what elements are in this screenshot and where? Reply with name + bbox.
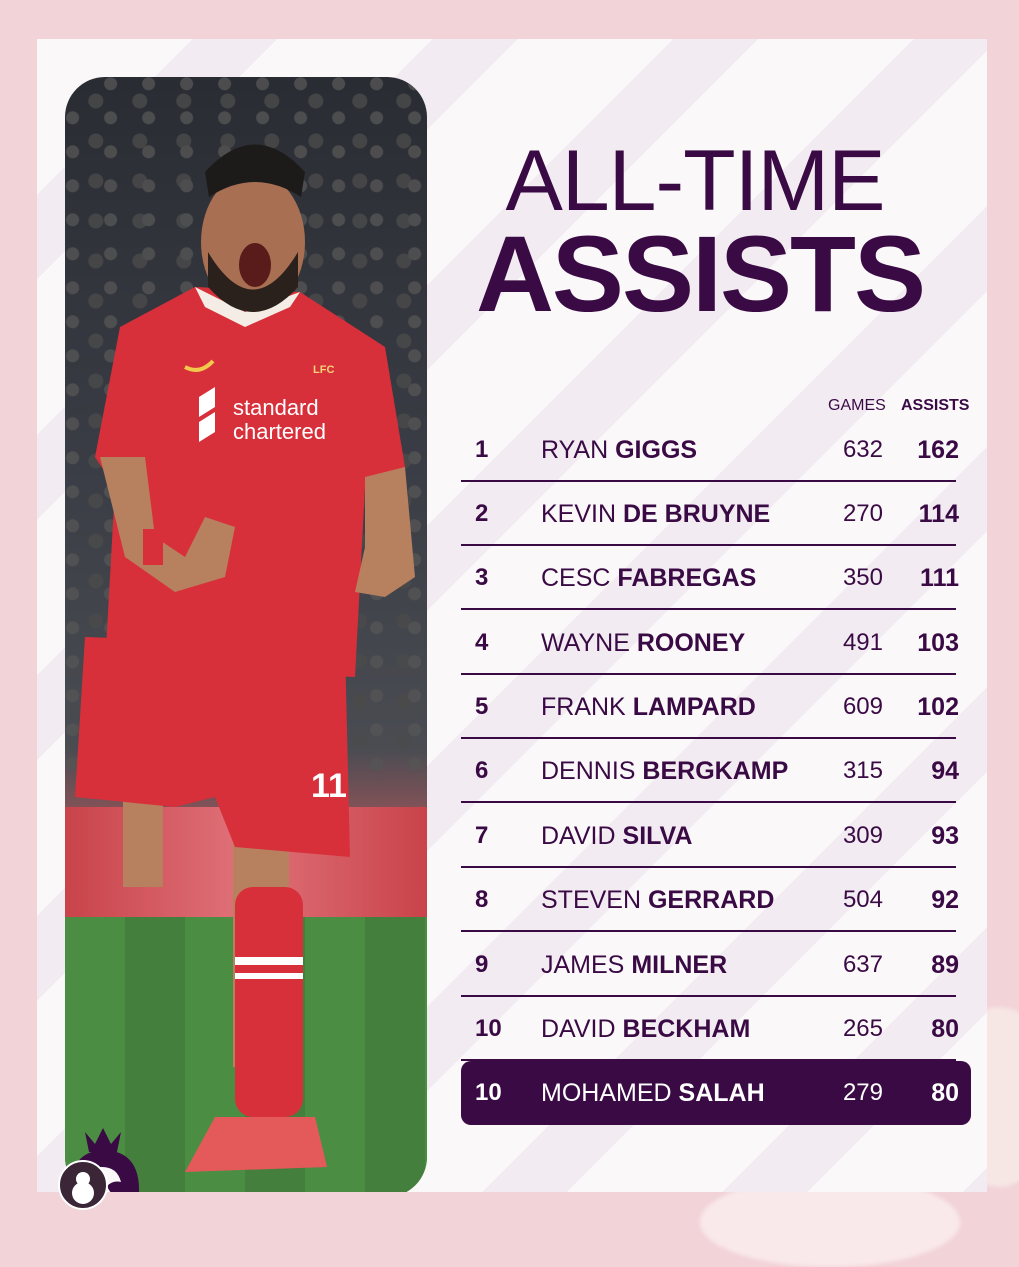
table-row: 8 STEVEN GERRARD 504 92 — [461, 868, 959, 932]
player-name: DAVID BECKHAM — [541, 1015, 750, 1044]
games-value: 491 — [842, 629, 883, 656]
rank: 3 — [475, 564, 489, 591]
rank: 2 — [475, 500, 489, 527]
assists-value: 111 — [920, 564, 959, 592]
player-name: DAVID SILVA — [541, 822, 692, 851]
assists-value: 89 — [931, 951, 959, 979]
games-value: 315 — [842, 757, 883, 784]
last-name: FABREGAS — [617, 564, 757, 592]
table-row: 10 DAVID BECKHAM 265 80 — [461, 997, 959, 1061]
first-name: CESC — [541, 564, 611, 592]
assists-value: 114 — [918, 500, 959, 528]
rank: 10 — [475, 1079, 502, 1106]
rank: 8 — [475, 886, 489, 913]
games-value: 632 — [842, 436, 883, 463]
last-name: SALAH — [678, 1079, 765, 1107]
rank: 10 — [475, 1015, 502, 1042]
table-row: 5 FRANK LAMPARD 609 102 — [461, 675, 959, 739]
last-name: BECKHAM — [622, 1015, 751, 1043]
first-name: MOHAMED — [541, 1079, 672, 1107]
first-name: DENNIS — [541, 757, 636, 785]
rank: 9 — [475, 951, 489, 978]
first-name: WAYNE — [541, 629, 630, 657]
first-name: JAMES — [541, 951, 625, 979]
assists-value: 103 — [917, 629, 959, 657]
sponsor-logo-icon — [199, 387, 215, 442]
first-name: RYAN — [541, 436, 609, 464]
column-header-assists: ASSISTS — [901, 397, 970, 414]
player-name: KEVIN DE BRUYNE — [541, 500, 770, 529]
games-value: 279 — [842, 1079, 883, 1106]
games-value: 309 — [842, 822, 883, 849]
player-name: FRANK LAMPARD — [541, 693, 756, 722]
first-name: KEVIN — [541, 500, 617, 528]
last-name: GIGGS — [615, 436, 698, 464]
table-row: 4 WAYNE ROONEY 491 103 — [461, 611, 959, 675]
table-row: 7 DAVID SILVA 309 93 — [461, 804, 959, 868]
player-name: DENNIS BERGKAMP — [541, 757, 788, 786]
table-row: 9 JAMES MILNER 637 89 — [461, 933, 959, 997]
last-name: DE BRUYNE — [622, 500, 771, 528]
sponsor-line1: standard — [233, 395, 319, 420]
club-crest-text: LFC — [313, 364, 334, 376]
table-row: 1 RYAN GIGGS 632 162 — [461, 418, 959, 482]
games-value: 350 — [842, 564, 883, 591]
first-name: FRANK — [541, 693, 626, 721]
title-line1: ALL-TIME — [505, 133, 885, 229]
graphic-card: 11 standard chartered LFC — [37, 39, 987, 1192]
profile-avatar-icon[interactable] — [58, 1160, 108, 1210]
column-header-games: GAMES — [828, 397, 886, 414]
player-figure: 11 standard chartered LFC — [75, 144, 415, 1172]
rank: 1 — [475, 436, 489, 463]
table-row: 6 DENNIS BERGKAMP 315 94 — [461, 739, 959, 803]
last-name: SILVA — [622, 822, 693, 850]
table-row: 2 KEVIN DE BRUYNE 270 114 — [461, 482, 959, 546]
games-value: 270 — [842, 500, 883, 527]
last-name: BERGKAMP — [642, 757, 789, 785]
assists-value: 80 — [931, 1079, 959, 1107]
assists-value: 162 — [917, 436, 959, 464]
table-row: 3 CESC FABREGAS 350 111 — [461, 546, 959, 610]
assists-value: 94 — [931, 757, 959, 785]
first-name: DAVID — [541, 1015, 616, 1043]
player-name: MOHAMED SALAH — [541, 1079, 765, 1108]
games-value: 504 — [842, 886, 883, 913]
shorts-number: 11 — [311, 767, 347, 805]
last-name: MILNER — [631, 951, 728, 979]
games-value: 609 — [842, 693, 883, 720]
title-line2: ASSISTS — [475, 213, 926, 334]
last-name: LAMPARD — [632, 693, 756, 721]
rank: 6 — [475, 757, 489, 784]
assists-value: 102 — [917, 693, 959, 721]
rank: 5 — [475, 693, 489, 720]
first-name: STEVEN — [541, 886, 642, 914]
player-photo: 11 standard chartered LFC — [65, 77, 427, 1192]
games-value: 637 — [842, 951, 883, 978]
sponsor-line2: chartered — [233, 419, 326, 444]
player-name: WAYNE ROONEY — [541, 629, 745, 658]
assists-value: 80 — [931, 1015, 959, 1043]
rank: 4 — [475, 629, 489, 656]
player-name: RYAN GIGGS — [541, 436, 697, 465]
assists-value: 93 — [931, 822, 959, 850]
player-name: STEVEN GERRARD — [541, 886, 774, 915]
player-name: CESC FABREGAS — [541, 564, 756, 593]
last-name: GERRARD — [647, 886, 775, 914]
rank: 7 — [475, 822, 489, 849]
player-name: JAMES MILNER — [541, 951, 727, 980]
first-name: DAVID — [541, 822, 616, 850]
assists-value: 92 — [931, 886, 959, 914]
table-row-highlighted: 10 MOHAMED SALAH 279 80 — [461, 1061, 971, 1125]
swoosh-icon — [184, 359, 215, 372]
games-value: 265 — [842, 1015, 883, 1042]
last-name: ROONEY — [636, 629, 746, 657]
